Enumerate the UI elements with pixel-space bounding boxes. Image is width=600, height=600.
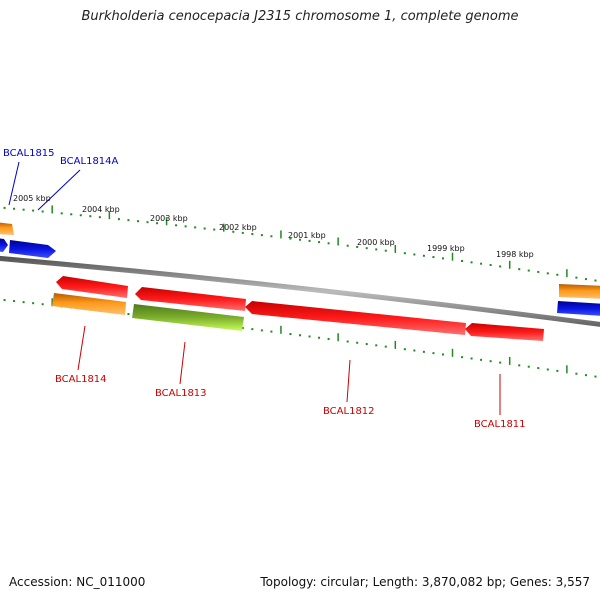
gene-orange-left[interactable] xyxy=(0,222,14,235)
scale-ring-upper xyxy=(3,205,597,282)
leader-bcal1814a xyxy=(37,169,81,211)
scale-label: 2002 kbp xyxy=(219,223,257,232)
scale-label: 2005 kbp xyxy=(13,194,51,203)
gene-blue-right[interactable] xyxy=(557,301,600,316)
gene-label-bcal1812[interactable]: BCAL1812 xyxy=(323,406,375,417)
gene-red-bcal1813-upper[interactable] xyxy=(135,287,246,311)
scale-label: 1999 kbp xyxy=(427,244,465,253)
leader-bcal1815 xyxy=(8,161,20,206)
leader-bcal1814 xyxy=(77,325,86,371)
genome-summary-text: Topology: circular; Length: 3,870,082 bp… xyxy=(260,575,590,589)
map-title: Burkholderia cenocepacia J2315 chromosom… xyxy=(81,9,519,24)
leader-bcal1813 xyxy=(179,341,186,385)
gene-orange-bcal1814[interactable] xyxy=(52,293,126,315)
gene-label-bcal1815[interactable]: BCAL1815 xyxy=(3,148,55,159)
genome-backbone xyxy=(0,255,600,327)
gene-orange-right[interactable] xyxy=(559,284,600,299)
scale-label: 1998 kbp xyxy=(496,250,534,259)
gene-blue-bcal1815[interactable] xyxy=(0,238,8,252)
leader-bcal1812 xyxy=(346,359,351,403)
gene-red-bcal1811[interactable] xyxy=(465,323,544,341)
gene-label-bcal1811[interactable]: BCAL1811 xyxy=(474,419,526,430)
accession-text: Accession: NC_011000 xyxy=(9,575,146,589)
gene-label-bcal1814a[interactable]: BCAL1814A xyxy=(60,156,119,167)
scale-label: 2001 kbp xyxy=(288,231,326,240)
scale-labels: 2005 kbp 2004 kbp 2003 kbp 2002 kbp 2001… xyxy=(13,194,534,259)
gene-blue-bcal1814a[interactable] xyxy=(9,240,56,258)
gene-red-bcal1814[interactable] xyxy=(56,276,128,298)
scale-label: 2003 kbp xyxy=(150,214,188,223)
gene-label-bcal1813[interactable]: BCAL1813 xyxy=(155,388,207,399)
gene-red-bcal1812[interactable] xyxy=(245,301,466,335)
gene-label-bcal1814[interactable]: BCAL1814 xyxy=(55,374,107,385)
gene-green-bcal1813[interactable] xyxy=(132,304,244,331)
scale-label: 2004 kbp xyxy=(82,205,120,214)
scale-label: 2000 kbp xyxy=(357,238,395,247)
